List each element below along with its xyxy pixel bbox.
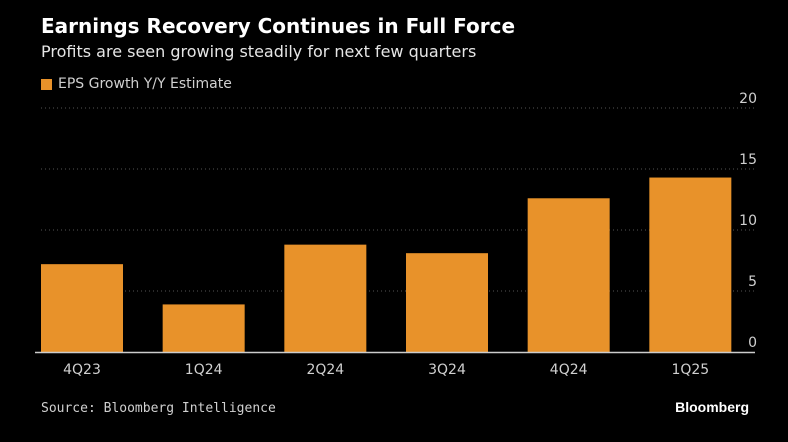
y-tick-label: 20 [739, 91, 757, 107]
brand-logo: Bloomberg [675, 399, 749, 415]
bar [284, 244, 367, 352]
chart-title: Earnings Recovery Continues in Full Forc… [41, 14, 516, 38]
source-note: Source: Bloomberg Intelligence [41, 401, 276, 416]
legend-swatch [41, 78, 52, 90]
x-tick-label: 4Q23 [63, 362, 101, 378]
bar [41, 264, 123, 352]
chart-legend: EPS Growth Y/Y Estimate [41, 76, 232, 92]
legend-label: EPS Growth Y/Y Estimate [58, 76, 232, 92]
x-tick-label: 4Q24 [550, 362, 588, 378]
bar [406, 253, 488, 352]
y-tick-label: 5 [748, 274, 757, 290]
x-tick-label: 1Q25 [671, 362, 709, 378]
y-tick-label: 10 [739, 213, 757, 229]
bar [527, 198, 610, 352]
x-tick-label: 3Q24 [428, 362, 466, 378]
footer-strip [0, 434, 788, 442]
y-tick-label: 15 [739, 152, 757, 168]
chart-subtitle: Profits are seen growing steadily for ne… [41, 42, 477, 61]
bar [162, 304, 245, 352]
y-tick-label: 0 [748, 335, 757, 351]
x-tick-label: 2Q24 [306, 362, 344, 378]
bar [649, 177, 732, 352]
x-tick-label: 1Q24 [185, 362, 223, 378]
